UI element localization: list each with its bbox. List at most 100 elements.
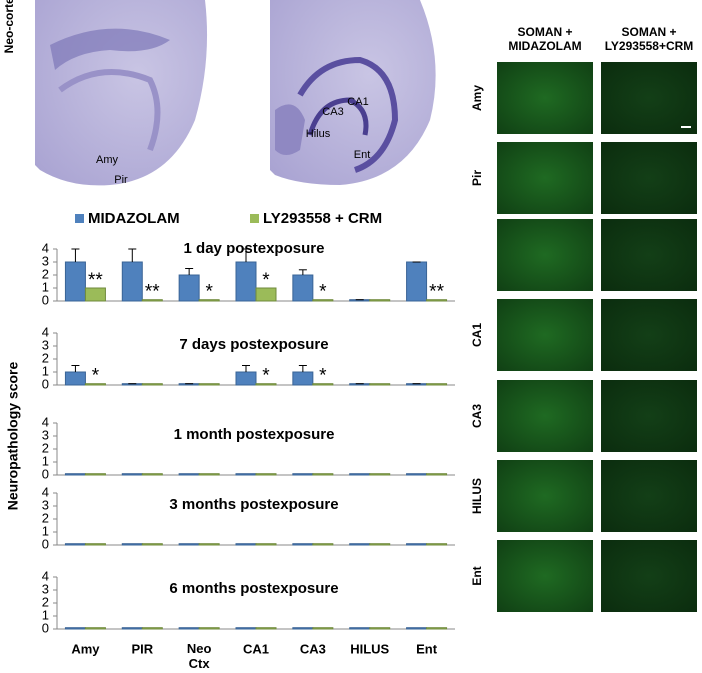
y-axis-label: Neuropathology score (5, 362, 21, 511)
column-header: SOMAN + LY293558+CRM (605, 25, 694, 53)
bar (349, 543, 371, 546)
bar (426, 543, 448, 546)
panel-title: 7 days postexposure (179, 336, 328, 353)
y-tick-label: 4 (42, 568, 49, 583)
y-tick-label: 4 (42, 414, 49, 429)
brain-section-left (35, 0, 208, 186)
bar (369, 383, 391, 386)
error-bar (185, 268, 194, 275)
row-label: Pir (470, 170, 484, 186)
bar (141, 543, 163, 546)
bar (64, 371, 86, 386)
y-tick-label: 3 (42, 427, 49, 442)
bar (141, 299, 163, 302)
significance-label: * (205, 282, 213, 303)
bar (121, 543, 143, 546)
y-tick-label: 2 (42, 350, 49, 365)
micrograph (497, 62, 593, 134)
micrograph (497, 380, 593, 452)
bar (369, 299, 391, 302)
bar (178, 543, 200, 546)
bar (369, 543, 391, 546)
bar (292, 371, 314, 386)
bar (84, 543, 106, 546)
error-bar (71, 365, 80, 372)
region-label: CA3 (322, 106, 343, 118)
region-label: Ent (354, 149, 371, 161)
bar (426, 473, 448, 476)
bar (141, 383, 163, 386)
region-label: CA1 (347, 96, 368, 108)
significance-label: * (319, 366, 327, 387)
region-label: Amy (96, 154, 119, 166)
significance-label: ** (429, 282, 444, 303)
legend-label: LY293558 + CRM (263, 210, 382, 227)
micrograph (601, 540, 697, 612)
micrograph (497, 460, 593, 532)
bar (178, 274, 200, 302)
panel-title: 1 day postexposure (184, 240, 325, 257)
bar (84, 383, 106, 386)
micrograph (497, 219, 593, 291)
x-tick-label: PIR (131, 641, 153, 656)
bar (178, 627, 200, 630)
y-tick-label: 0 (42, 466, 49, 481)
panel-title: 6 months postexposure (169, 580, 338, 597)
y-tick-label: 0 (42, 376, 49, 391)
y-tick-label: 3 (42, 337, 49, 352)
x-tick-label: CA1 (243, 641, 269, 656)
panel-title: 1 month postexposure (174, 426, 335, 443)
bar (406, 627, 428, 630)
bar (406, 473, 428, 476)
x-tick-label: HILUS (350, 641, 389, 656)
legend-label: MIDAZOLAM (88, 210, 180, 227)
x-tick-label: Amy (71, 641, 100, 656)
x-tick-label: CA3 (300, 641, 326, 656)
micrograph (497, 540, 593, 612)
bar (312, 383, 334, 386)
bar (426, 627, 448, 630)
error-bar (242, 365, 250, 372)
significance-label: * (319, 282, 327, 303)
bar (292, 473, 314, 476)
significance-label: ** (145, 282, 160, 303)
bar (235, 627, 257, 630)
error-bar (298, 365, 307, 372)
micrograph (497, 299, 593, 371)
y-tick-label: 2 (42, 266, 49, 281)
bar (235, 261, 257, 302)
bar (84, 627, 106, 630)
y-tick-label: 2 (42, 510, 49, 525)
micrograph (601, 142, 697, 214)
x-tick-label: Neo Ctx (187, 641, 212, 671)
bar (198, 473, 220, 476)
y-tick-label: 1 (42, 453, 49, 468)
bar (255, 627, 277, 630)
bar (369, 627, 391, 630)
bar (84, 473, 106, 476)
row-label: CA1 (470, 323, 484, 347)
y-tick-label: 0 (42, 292, 49, 307)
significance-label: * (262, 270, 270, 291)
bar (255, 473, 277, 476)
bar (64, 261, 86, 302)
row-label: HILUS (470, 478, 484, 514)
bar (406, 261, 428, 302)
micrograph (601, 380, 697, 452)
brain-section-right (270, 0, 436, 185)
bar (312, 543, 334, 546)
bar (235, 543, 257, 546)
bar (312, 299, 334, 302)
y-tick-label: 1 (42, 279, 49, 294)
bar (349, 627, 371, 630)
micrograph (601, 460, 697, 532)
error-bar (242, 248, 250, 262)
bar (121, 473, 143, 476)
bar (141, 627, 163, 630)
row-label: Amy (470, 85, 484, 111)
y-tick-label: 1 (42, 607, 49, 622)
